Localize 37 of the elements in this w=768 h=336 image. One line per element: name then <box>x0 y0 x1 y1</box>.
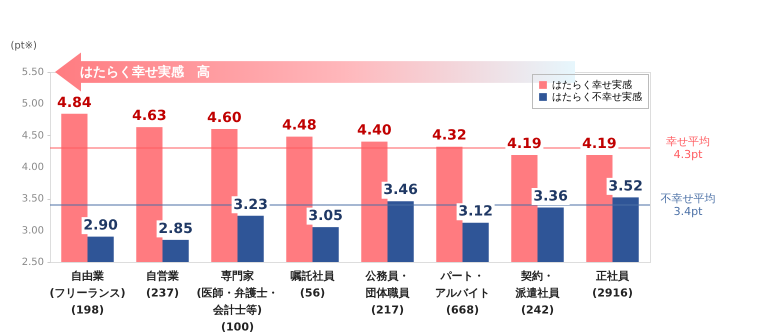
data-label: 3.36 <box>533 188 568 205</box>
data-label: 3.12 <box>458 204 493 220</box>
y-tick-label: 3.50 <box>22 194 44 205</box>
data-label: 3.05 <box>308 208 343 224</box>
legend-label: はたらく幸せ実感 <box>552 79 632 91</box>
data-label: 3.52 <box>608 178 643 194</box>
y-tick-label: 5.00 <box>22 98 44 110</box>
data-label: 4.60 <box>207 110 242 126</box>
y-tick-label: 3.00 <box>22 225 44 236</box>
annotation: はたらく幸せ実感 高 <box>80 64 210 80</box>
x-tick-label: パート・アルバイト (668) <box>435 270 490 316</box>
data-label: 4.63 <box>132 108 167 124</box>
data-label: 4.84 <box>57 94 92 111</box>
y-tick-label: 4.50 <box>22 130 44 142</box>
data-label: 4.32 <box>432 128 467 144</box>
x-tick-label: 専門家 (医師・弁護士・会計士等) (100) <box>196 270 279 334</box>
data-label: 2.85 <box>158 220 193 237</box>
y-axis-title: (pt※) <box>10 40 38 52</box>
data-label: 3.46 <box>383 182 418 198</box>
y-tick-label: 5.50 <box>22 67 44 78</box>
data-label: 3.23 <box>233 196 268 213</box>
x-tick-label: 自由業 (フリーランス) (198) <box>49 270 126 316</box>
data-label: 2.90 <box>83 218 118 234</box>
data-label: 4.48 <box>282 118 317 134</box>
x-tick-label: 契約・派遣社員 (242) <box>514 270 560 316</box>
x-tick-label: 嘱託社員 (56) <box>290 270 336 300</box>
ref-line-label: 幸せ平均 4.3pt <box>666 135 710 161</box>
data-label: 4.40 <box>357 122 392 139</box>
y-tick-label: 2.50 <box>22 257 44 268</box>
x-tick-label: 自営業 (237) <box>146 270 180 300</box>
x-tick-label: 公務員・団体職員 (217) <box>364 270 410 316</box>
ref-line-label: 不幸せ平均 3.4pt <box>660 192 716 218</box>
y-tick-label: 4.00 <box>22 162 44 173</box>
data-label: 4.19 <box>582 136 617 152</box>
data-label: 4.19 <box>507 136 542 152</box>
x-tick-label: 正社員 (2916) <box>592 270 633 300</box>
legend-label: はたらく不幸せ実感 <box>552 91 642 103</box>
